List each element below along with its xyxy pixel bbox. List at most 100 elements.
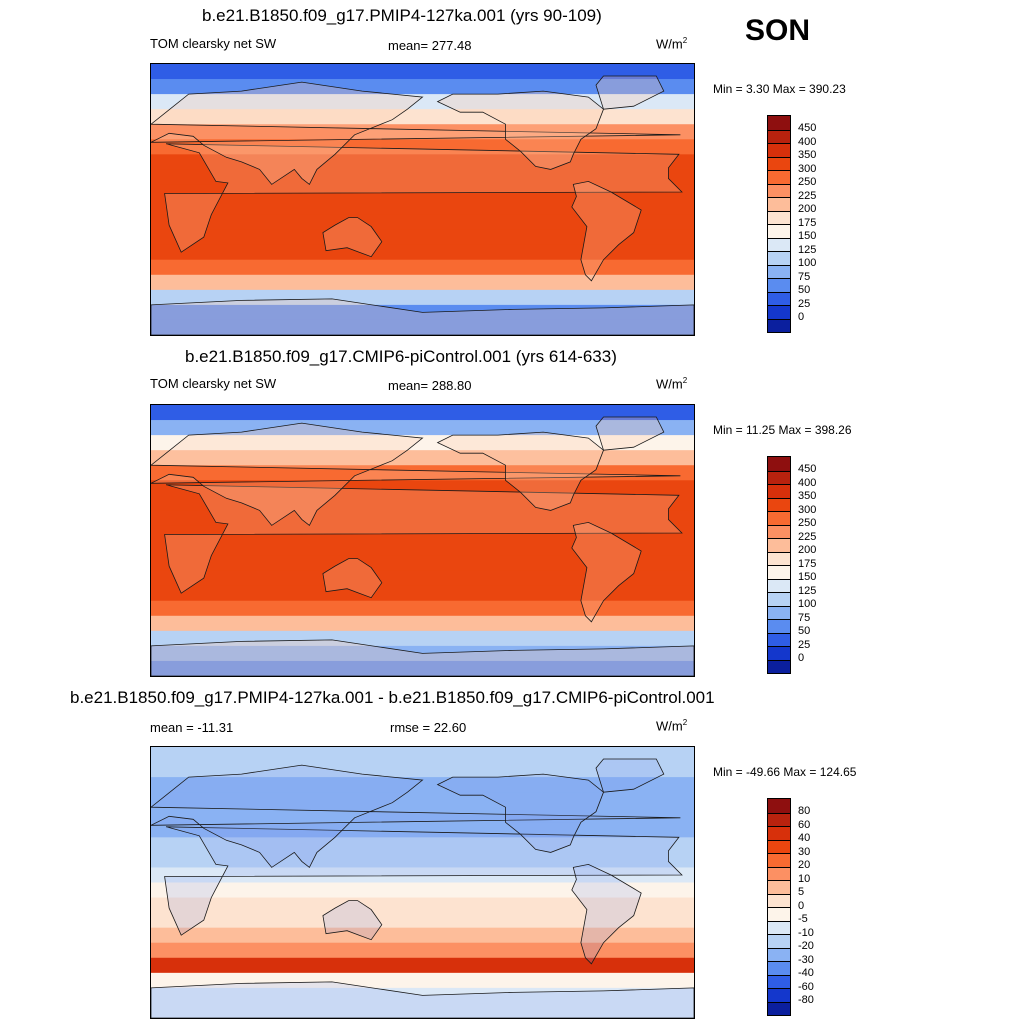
colorbar-tick-label: 125 [798, 243, 817, 256]
zonal-band [151, 867, 694, 884]
colorbar-swatch [768, 605, 790, 619]
continent-outline [595, 75, 665, 110]
panel-2-colorbar-ticks: 450 400 350 300 250 225 200 175 150 125 100 75 50 25 0 [798, 463, 816, 666]
colorbar-tick-label: 350 [798, 149, 817, 161]
zonal-band [151, 615, 694, 632]
colorbar-swatch [768, 170, 790, 184]
colorbar-swatch [768, 197, 790, 211]
colorbar-swatch [768, 988, 790, 1002]
colorbar-swatch [768, 961, 790, 975]
colorbar-tick-label: 125 [798, 584, 817, 597]
colorbar-tick-label: -60 [798, 980, 814, 993]
zonal-band [151, 94, 694, 110]
zonal-band [151, 540, 694, 557]
zonal-band [151, 229, 694, 246]
colorbar-tick-label: 30 [798, 845, 811, 858]
colorbar-swatch [768, 799, 790, 813]
colorbar-swatch [768, 826, 790, 840]
colorbar-swatch [768, 484, 790, 498]
zonal-band [151, 244, 694, 261]
panel-2-title: b.e21.B1850.f09_g17.CMIP6-piControl.001 … [185, 347, 617, 366]
colorbar-swatch [768, 291, 790, 305]
continent-outline [151, 422, 681, 527]
colorbar-swatch [768, 632, 790, 646]
zonal-band [151, 495, 694, 511]
panel-1-map-plot [151, 64, 694, 335]
colorbar-tick-label: 75 [798, 611, 811, 624]
panel-3-rmse-label: rmse = 22.60 [390, 720, 467, 735]
panel-3-title: b.e21.B1850.f09_g17.PMIP4-127ka.001 - b.… [70, 688, 715, 707]
continent-outline [151, 639, 694, 676]
colorbar-swatch [768, 839, 790, 853]
colorbar-tick-label: 225 [798, 530, 817, 543]
colorbar-tick-label: 450 [798, 122, 817, 134]
zonal-band [151, 792, 694, 808]
colorbar-tick-label: 450 [798, 463, 817, 475]
colorbar-tick-label: 225 [798, 189, 817, 202]
colorbar-tick-label: 75 [798, 270, 811, 283]
colorbar-tick-label: 40 [798, 832, 811, 844]
panel-3-units-label: W/m2 [656, 718, 688, 734]
season-label: SON [745, 14, 811, 47]
panel-2-units-label: W/m2 [656, 376, 688, 392]
zonal-band [151, 1002, 694, 1018]
colorbar-swatch [768, 318, 790, 332]
zonal-band [151, 154, 694, 170]
zonal-band [151, 882, 694, 899]
panel-2-map [150, 404, 695, 677]
colorbar-tick-label: 200 [798, 544, 817, 556]
panel-1-mean-label: mean= 277.48 [388, 38, 472, 53]
colorbar-tick-label: 80 [798, 805, 811, 817]
continent-outline [436, 90, 604, 170]
colorbar-swatch [768, 947, 790, 961]
colorbar-tick-label: 0 [798, 899, 805, 912]
colorbar-swatch [768, 646, 790, 660]
colorbar-swatch [768, 565, 790, 579]
zonal-band [151, 852, 694, 869]
colorbar-swatch [768, 880, 790, 894]
zonal-band [151, 570, 694, 587]
colorbar-swatch [768, 129, 790, 143]
zonal-band [151, 450, 694, 466]
colorbar-swatch [768, 224, 790, 238]
colorbar-swatch [768, 578, 790, 592]
panel-3-map [150, 746, 695, 1019]
zonal-band [151, 465, 694, 481]
zonal-band [151, 837, 694, 853]
panel-2-variable-label: TOM clearsky net SW [150, 376, 277, 391]
colorbar-swatch [768, 457, 790, 471]
zonal-band [151, 214, 694, 231]
colorbar-tick-label: 175 [798, 216, 817, 229]
continent-outline [164, 143, 683, 253]
zonal-band [151, 64, 694, 80]
colorbar-tick-label: 50 [798, 625, 811, 637]
zonal-band [151, 585, 694, 602]
colorbar-swatch [768, 278, 790, 292]
zonal-band [151, 319, 694, 335]
colorbar-tick-label: 250 [798, 176, 817, 188]
continent-outline [322, 900, 383, 941]
zonal-band [151, 510, 694, 527]
continent-outline [571, 863, 642, 965]
panel-3-map-plot [151, 747, 694, 1018]
zonal-band [151, 169, 694, 186]
panel-3-mean-label: mean = -11.31 [150, 720, 234, 735]
continent-outline [164, 826, 683, 936]
colorbar-tick-label: 25 [798, 638, 811, 651]
zonal-band [151, 124, 694, 140]
zonal-band [151, 600, 694, 617]
panel-1-colorbar-ticks: 450 400 350 300 250 225 200 175 150 125 100 75 50 25 0 [798, 122, 816, 325]
zonal-band [151, 807, 694, 823]
continent-outline [322, 558, 383, 599]
panel-3-minmax-label: Min = -49.66 Max = 124.65 [713, 765, 857, 779]
zonal-band [151, 289, 694, 306]
continent-outline [571, 521, 642, 623]
continent-outline [436, 431, 604, 511]
colorbar-swatch [768, 920, 790, 934]
colorbar-swatch [768, 866, 790, 880]
colorbar-swatch [768, 659, 790, 673]
colorbar-swatch [768, 210, 790, 224]
colorbar-tick-label: -30 [798, 953, 814, 966]
panel-2-minmax-label: Min = 11.25 Max = 398.26 [713, 423, 852, 437]
zonal-band [151, 912, 694, 929]
